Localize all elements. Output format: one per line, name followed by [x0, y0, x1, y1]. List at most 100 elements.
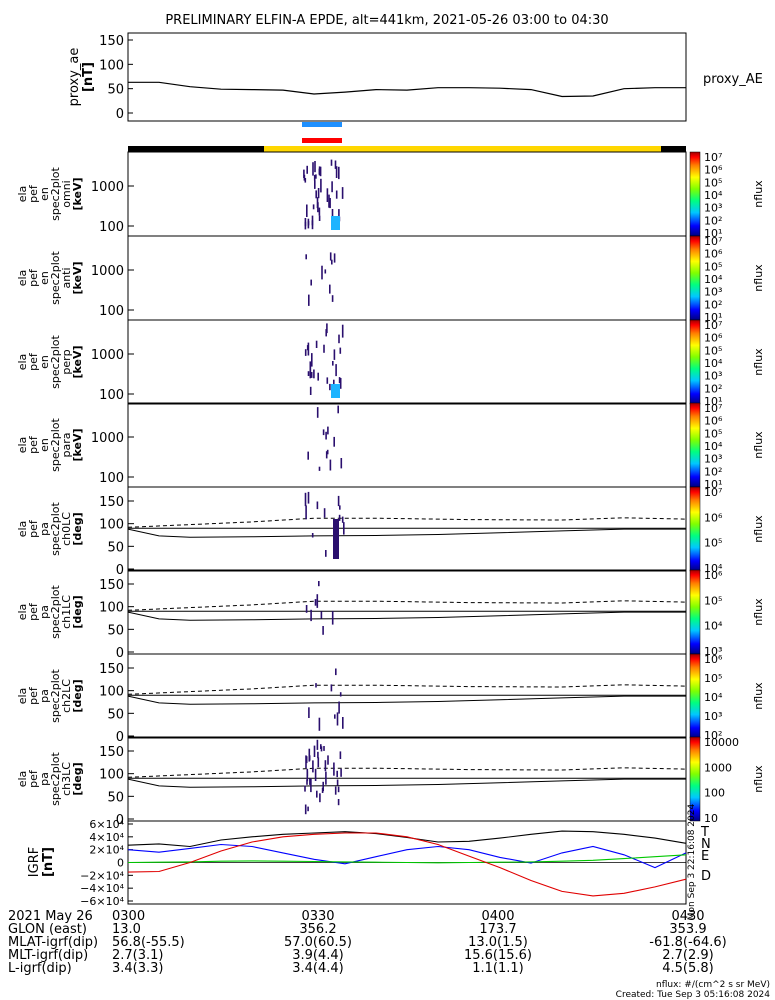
plot-title: PRELIMINARY ELFIN-A EPDE, alt=441km, 202… [165, 13, 608, 28]
spectrum-streak [307, 806, 309, 812]
spectrum-bright-cell [331, 216, 340, 230]
energy-tick-label: 1000 [91, 348, 124, 363]
spectrum-streak [321, 265, 323, 280]
spectrum-streak [330, 159, 333, 166]
spectrum-streak [333, 349, 336, 360]
spectrum-streak [316, 594, 319, 608]
panel-ylabel: ch2LC [60, 679, 73, 713]
panel-ylabel: ela [16, 437, 29, 454]
colorbar-tick-label: 10² [704, 214, 722, 227]
spectrum-streak [306, 771, 309, 782]
pa-tick-label: 100 [99, 601, 124, 616]
igrf-legend-D: D [701, 869, 711, 884]
panel-ylabel: ela [16, 688, 29, 705]
spectrum-streak [337, 799, 340, 806]
spectrum-streak [335, 190, 338, 199]
spectrum-streak [306, 779, 308, 785]
spectrum-streak [334, 714, 336, 719]
footer-value: 2.7(2.9) [662, 948, 714, 963]
spectrum-streak [317, 188, 320, 199]
panel-ylabel: spec2plot [49, 335, 62, 389]
red-marker-bar [302, 138, 342, 143]
colorbar-tick-label: 10¹ [704, 227, 722, 240]
proxy-unit: [nT] [81, 62, 96, 92]
panel-ylabel: [deg] [71, 762, 84, 795]
pa-tick-label: 0 [116, 646, 124, 661]
pa-tick-label: 100 [99, 768, 124, 783]
panel-ylabel: spec2plot [49, 752, 62, 806]
panel-ylabel: spec2plot [49, 502, 62, 556]
spectrum-streak [334, 786, 337, 795]
proxy-tick-label: 50 [107, 83, 124, 98]
spectrum-streak [340, 458, 343, 469]
spectrum-streak [331, 181, 333, 193]
spectrum-streak [311, 353, 313, 367]
spectrum-streak [327, 426, 329, 435]
panel-ylabel: ch1LC [60, 595, 73, 629]
spectrum-streak [318, 717, 321, 731]
panel-ylabel: pa [38, 772, 51, 786]
spectrum-streak [325, 451, 328, 459]
spectrum-streak [304, 804, 307, 815]
pa-tick-label: 100 [99, 685, 124, 700]
black-bar-left [128, 146, 264, 152]
panel-ylabel: ela [16, 186, 29, 203]
spectrum-streak [315, 340, 318, 348]
colorbar-tick-label: 10³ [704, 645, 722, 658]
panel-ylabel: ela [16, 521, 29, 538]
colorbar [689, 569, 701, 655]
anti-loss-cone-line [127, 517, 687, 528]
proxy-ae-line [128, 81, 686, 98]
spectrum-streak [338, 209, 340, 221]
spectrum-streak [325, 431, 327, 440]
colorbar-tick-label: 10⁴ [704, 440, 723, 453]
spectrum-streak [318, 168, 321, 175]
panel-ylabel: spec2plot [49, 585, 62, 639]
colorbar-tick-label: 10⁷ [704, 235, 722, 248]
igrf-tick-label: −2×10⁴ [80, 869, 124, 882]
colorbar [689, 319, 701, 405]
colorbar-tick-label: 10⁶ [704, 511, 723, 524]
spectrogram-panel-0 [127, 151, 687, 237]
panel-ylabel: [keV] [71, 428, 84, 461]
colorbar-tick-label: 10⁵ [704, 260, 722, 273]
pa-tick-label: 50 [107, 790, 124, 805]
spectrum-streak [317, 757, 320, 768]
panel-ylabel: en [38, 271, 51, 285]
panel-ylabel: pef [27, 686, 40, 705]
proxy-legend-label: proxy_AE [703, 72, 763, 87]
loss-cone-line [127, 528, 686, 538]
colorbar-tick-label: 10000 [704, 736, 739, 749]
spectrum-streak [320, 178, 322, 193]
energy-tick-label: 100 [99, 220, 124, 235]
spectrogram-panel-1 [127, 235, 687, 321]
spectrum-streak [326, 188, 329, 202]
proxy-tick-label: 150 [99, 34, 124, 49]
spectrum-streak [329, 252, 332, 261]
spectrogram-panel-4 [127, 486, 687, 572]
loss-cone-line [127, 611, 686, 621]
colorbar-tick-label: 10⁶ [704, 164, 723, 177]
colorbar [689, 235, 701, 321]
spectrum-streak [316, 739, 319, 750]
loss-cone-line [127, 695, 686, 705]
spectrum-streak [307, 451, 309, 460]
footer-value: 2.7(3.1) [112, 948, 164, 963]
spectrum-streak [320, 746, 323, 752]
igrf-T-line [127, 830, 687, 848]
spectrum-streak [333, 762, 335, 776]
colorbar-tick-label: 10⁶ [704, 653, 723, 666]
spectrum-streak [304, 178, 307, 183]
colorbar-unit-label: nflux [752, 682, 765, 710]
spectrogram-panel-2 [127, 319, 687, 405]
spectrum-streak [307, 371, 310, 376]
panel-ylabel: ch0LC [60, 512, 73, 546]
spectrum-streak [305, 605, 308, 613]
colorbar [689, 653, 701, 739]
colorbar-tick-label: 10⁷ [704, 319, 722, 332]
igrf-legend-E: E [701, 849, 709, 864]
footer-value: 15.6(15.6) [464, 948, 532, 963]
spectrum-streak [320, 611, 323, 619]
panel-ylabel: pef [27, 184, 40, 203]
spectrum-streak [312, 204, 315, 210]
